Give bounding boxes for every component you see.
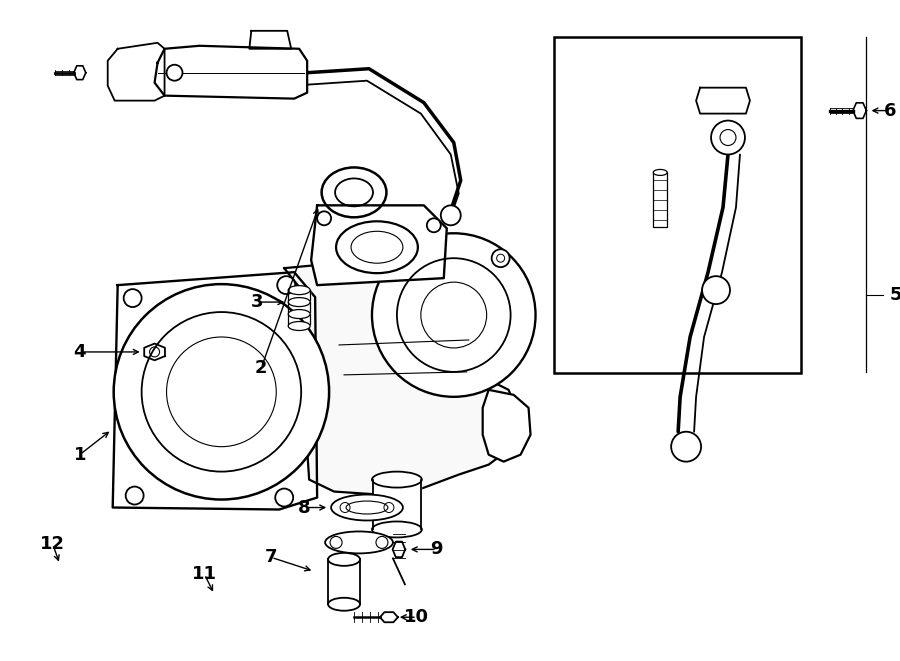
Circle shape bbox=[372, 233, 536, 397]
Ellipse shape bbox=[325, 531, 393, 553]
Ellipse shape bbox=[321, 167, 386, 217]
Bar bbox=[554, 37, 801, 373]
Polygon shape bbox=[288, 302, 310, 312]
Text: 8: 8 bbox=[298, 498, 310, 516]
Text: 2: 2 bbox=[255, 359, 267, 377]
Ellipse shape bbox=[372, 471, 422, 488]
Circle shape bbox=[317, 212, 331, 225]
Text: 4: 4 bbox=[74, 343, 86, 361]
Circle shape bbox=[126, 486, 144, 504]
Text: 3: 3 bbox=[251, 293, 264, 311]
Ellipse shape bbox=[288, 286, 310, 295]
Polygon shape bbox=[696, 88, 750, 114]
Polygon shape bbox=[482, 390, 530, 461]
Ellipse shape bbox=[288, 309, 310, 319]
Ellipse shape bbox=[288, 321, 310, 330]
Circle shape bbox=[113, 284, 329, 500]
Circle shape bbox=[441, 206, 461, 225]
Polygon shape bbox=[112, 272, 317, 510]
Circle shape bbox=[166, 65, 183, 81]
Text: 9: 9 bbox=[430, 541, 443, 559]
Circle shape bbox=[275, 488, 293, 506]
Text: 12: 12 bbox=[40, 535, 66, 553]
Polygon shape bbox=[284, 258, 518, 494]
Text: 6: 6 bbox=[885, 102, 896, 120]
Ellipse shape bbox=[288, 297, 310, 307]
Ellipse shape bbox=[653, 169, 667, 175]
Circle shape bbox=[711, 120, 745, 155]
Circle shape bbox=[123, 289, 141, 307]
Polygon shape bbox=[288, 290, 310, 300]
Ellipse shape bbox=[331, 494, 403, 520]
Ellipse shape bbox=[372, 522, 422, 537]
Polygon shape bbox=[288, 314, 310, 324]
Polygon shape bbox=[380, 612, 398, 622]
Circle shape bbox=[671, 432, 701, 461]
Polygon shape bbox=[74, 66, 86, 79]
Polygon shape bbox=[155, 46, 307, 98]
Circle shape bbox=[277, 276, 295, 294]
Text: 10: 10 bbox=[404, 608, 429, 626]
Ellipse shape bbox=[328, 553, 360, 566]
Text: 1: 1 bbox=[74, 446, 86, 463]
Polygon shape bbox=[373, 480, 421, 529]
Circle shape bbox=[491, 249, 509, 267]
Polygon shape bbox=[392, 541, 405, 557]
Polygon shape bbox=[249, 31, 292, 49]
Text: 11: 11 bbox=[192, 565, 217, 583]
Circle shape bbox=[702, 276, 730, 304]
Polygon shape bbox=[311, 206, 446, 285]
Bar bbox=[653, 173, 667, 227]
Ellipse shape bbox=[328, 598, 360, 611]
Text: 5: 5 bbox=[889, 286, 900, 304]
Polygon shape bbox=[144, 344, 165, 360]
Text: 7: 7 bbox=[265, 549, 277, 566]
Polygon shape bbox=[108, 43, 165, 100]
Polygon shape bbox=[328, 559, 360, 604]
Circle shape bbox=[427, 218, 441, 232]
Polygon shape bbox=[853, 103, 867, 118]
